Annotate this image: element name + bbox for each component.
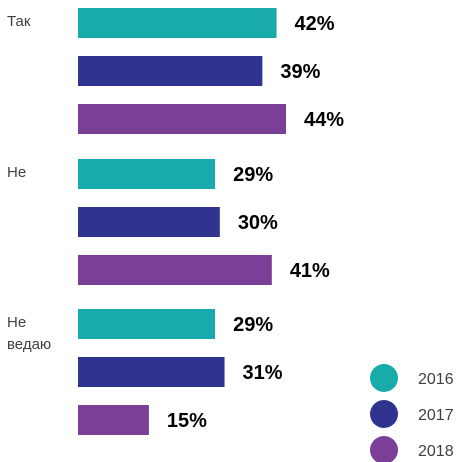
data-label: 39% xyxy=(280,61,320,83)
data-label: 29% xyxy=(233,314,273,336)
data-label: 41% xyxy=(290,260,330,282)
category-label: Не xyxy=(7,314,26,331)
bar-2018 xyxy=(78,255,272,285)
bar-2017 xyxy=(78,357,225,387)
legend-swatch-2017 xyxy=(370,400,398,428)
bar-2016 xyxy=(78,309,216,339)
category-label: Не xyxy=(7,164,26,181)
data-label: 15% xyxy=(167,410,207,432)
data-label: 30% xyxy=(238,212,278,234)
bar-2018 xyxy=(78,104,286,134)
category-label: ведаю xyxy=(7,336,51,353)
bar-2018 xyxy=(78,405,149,435)
legend-label-2018: 2018 xyxy=(418,443,454,460)
data-label: 29% xyxy=(233,164,273,186)
data-label: 42% xyxy=(295,13,335,35)
legend-swatch-2018 xyxy=(370,436,398,462)
bar-2016 xyxy=(78,159,216,189)
bar-2017 xyxy=(78,56,263,86)
category-label: Так xyxy=(7,13,31,30)
bar-2016 xyxy=(78,8,277,38)
legend-label-2016: 2016 xyxy=(418,371,454,388)
data-label: 31% xyxy=(243,362,283,384)
data-label: 44% xyxy=(304,109,344,131)
bar-2017 xyxy=(78,207,220,237)
legend-swatch-2016 xyxy=(370,364,398,392)
legend-label-2017: 2017 xyxy=(418,407,454,424)
